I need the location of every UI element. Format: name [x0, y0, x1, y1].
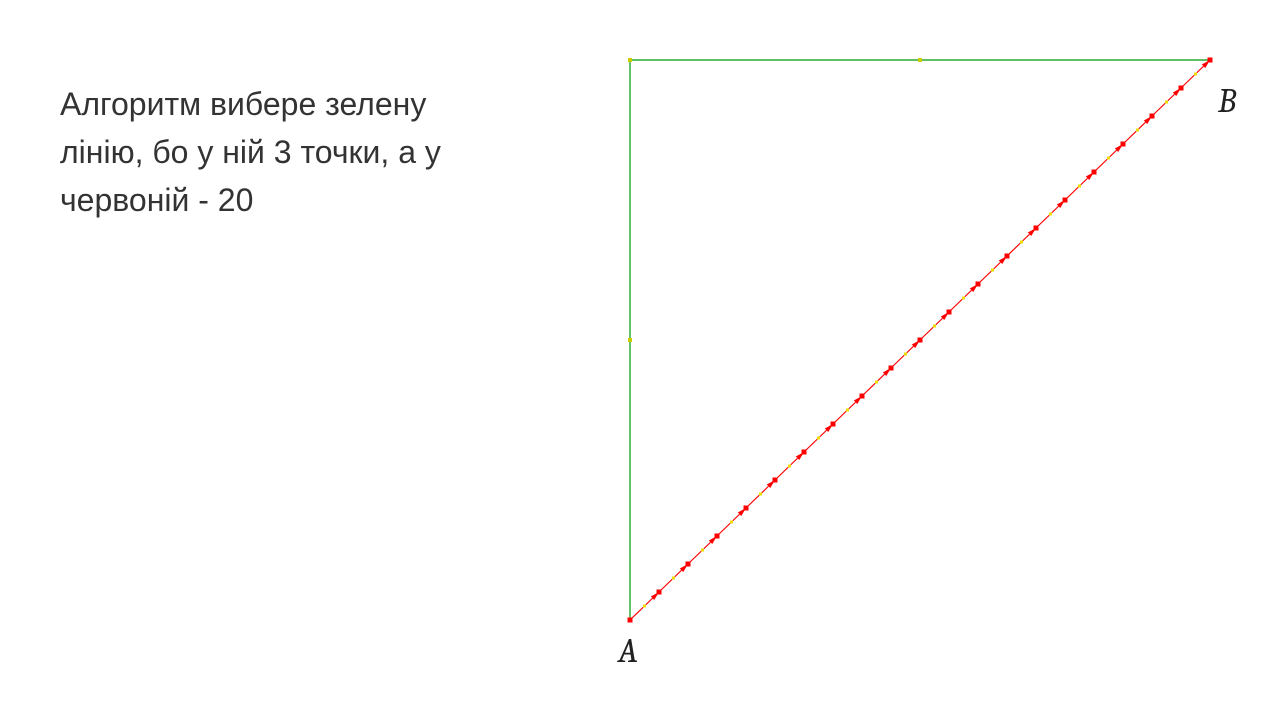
- caption-text: Алгоритм вибере зелену лінію, бо у ній 3…: [60, 80, 480, 224]
- vertex-label-a: A: [618, 631, 638, 671]
- vertex-label-b: B: [1218, 81, 1236, 121]
